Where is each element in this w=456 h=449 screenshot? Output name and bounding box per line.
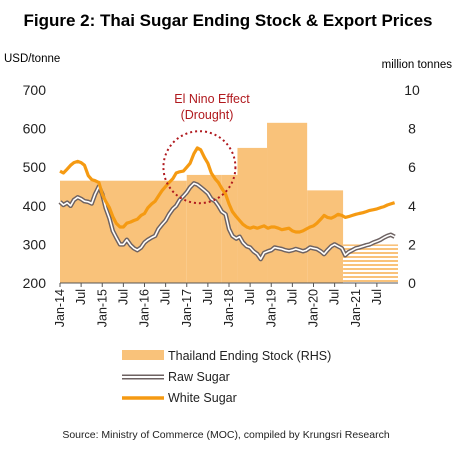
- x-tick-label: Jan-19: [264, 289, 278, 327]
- x-tick-label: Jan-20: [307, 289, 321, 327]
- y-right-tick-label: 2: [408, 236, 416, 252]
- chart-title: Figure 2: Thai Sugar Ending Stock & Expo…: [23, 11, 432, 30]
- stock-bar: [307, 190, 344, 283]
- legend-label-stock: Thailand Ending Stock (RHS): [168, 349, 331, 363]
- legend-label-white: White Sugar: [168, 391, 237, 405]
- x-tick-label: Jul: [328, 289, 342, 305]
- y-left-tick-label: 200: [23, 275, 47, 291]
- annotation-line-1: El Nino Effect: [174, 92, 250, 106]
- y-right-tick-label: 6: [408, 159, 416, 175]
- raw-sugar-line: [59, 182, 395, 260]
- y-left-tick-label: 400: [23, 198, 47, 214]
- x-tick-label: Jan-21: [349, 289, 363, 327]
- x-tick-label: Jul: [201, 289, 215, 305]
- y-right-tick-label: 8: [408, 121, 416, 137]
- y-right-tick-label: 10: [404, 82, 420, 98]
- y-left-tick-label: 500: [23, 159, 47, 175]
- x-tick-label: Jul: [74, 289, 88, 305]
- x-tick-label: Jul: [243, 289, 257, 305]
- x-tick-label: Jan-18: [222, 289, 236, 327]
- y-left-tick-label: 600: [23, 121, 47, 137]
- y-right-tick-label: 0: [408, 275, 416, 291]
- y-left-axis-label: USD/tonne: [4, 53, 60, 65]
- legend-swatch-stock: [122, 350, 164, 360]
- el-nino-highlight-circle: [162, 130, 237, 205]
- stock-bar: [267, 122, 308, 283]
- y-left-tick-label: 700: [23, 82, 47, 98]
- price-lines: [58, 146, 396, 262]
- x-tick-label: Jan-14: [53, 289, 67, 327]
- annotation-line-2: (Drought): [181, 108, 234, 122]
- legend-label-raw: Raw Sugar: [168, 370, 230, 384]
- x-tick-label: Jul: [370, 289, 384, 305]
- x-tick-label: Jul: [285, 289, 299, 305]
- x-tick-label: Jul: [116, 289, 130, 305]
- source-note: Source: Ministry of Commerce (MOC), comp…: [62, 429, 390, 441]
- white-sugar-line: [59, 146, 396, 234]
- x-tick-label: Jan-16: [138, 289, 152, 327]
- x-ticks: Jan-14 Jul Jan-15 Jul Jan-16 Jul Jan-17 Jul Jan-…: [53, 283, 384, 327]
- y-right-ticks: 10 8 6 4 2 0: [404, 82, 420, 291]
- stock-bar: [237, 147, 268, 283]
- y-left-ticks: 700 600 500 400 300 200: [23, 82, 47, 291]
- x-tick-label: Jan-17: [180, 289, 194, 327]
- y-right-axis-label: million tonnes: [382, 59, 453, 71]
- y-left-tick-label: 300: [23, 236, 47, 252]
- x-tick-label: Jan-15: [95, 289, 109, 327]
- legend: Thailand Ending Stock (RHS) Raw Sugar Wh…: [122, 349, 331, 405]
- y-right-tick-label: 4: [408, 198, 416, 214]
- x-tick-label: Jul: [159, 289, 173, 305]
- stock-bars: [60, 122, 398, 283]
